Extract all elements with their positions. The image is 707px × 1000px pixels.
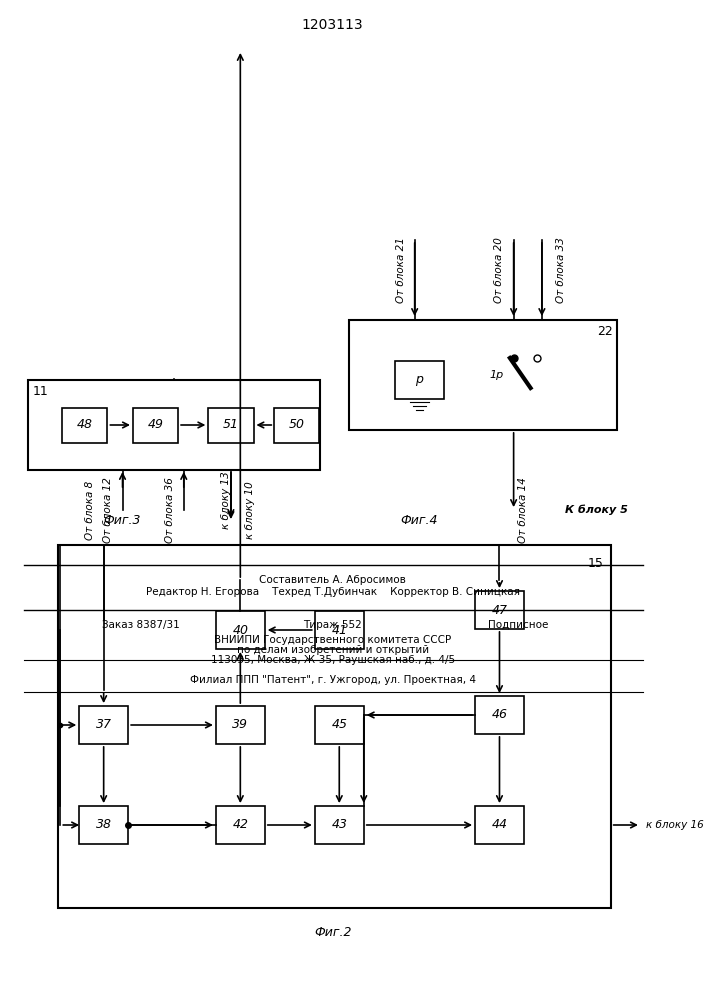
Text: Фиг.2: Фиг.2 — [314, 926, 351, 938]
Text: по делам изобретений и открытий: по делам изобретений и открытий — [237, 645, 428, 655]
Text: 42: 42 — [233, 818, 248, 832]
Text: 46: 46 — [491, 708, 508, 722]
Text: К блоку 5: К блоку 5 — [566, 505, 629, 515]
Bar — [209, 408, 254, 442]
Bar — [59, 545, 611, 908]
Bar — [216, 611, 265, 649]
Bar — [79, 806, 128, 844]
Text: 39: 39 — [233, 718, 248, 732]
Text: 43: 43 — [332, 818, 347, 832]
Text: к блоку 16: к блоку 16 — [645, 820, 703, 830]
Text: 44: 44 — [491, 818, 508, 832]
Bar — [349, 320, 617, 430]
Text: 41: 41 — [332, 624, 347, 637]
Text: ВНИИПИ Государственного комитета СССР: ВНИИПИ Государственного комитета СССР — [214, 635, 451, 645]
Text: 1203113: 1203113 — [302, 18, 363, 32]
Text: Заказ 8387/31: Заказ 8387/31 — [103, 620, 180, 630]
Bar — [62, 408, 107, 442]
Text: От блока 8: От блока 8 — [85, 480, 95, 540]
Text: От блока 20: От блока 20 — [494, 237, 505, 303]
Bar — [133, 408, 178, 442]
Text: Филиал ППП "Патент", г. Ужгород, ул. Проектная, 4: Филиал ППП "Патент", г. Ужгород, ул. Про… — [189, 675, 476, 685]
Text: От блока 33: От блока 33 — [556, 237, 566, 303]
Bar — [216, 806, 265, 844]
Text: 38: 38 — [95, 818, 112, 832]
Text: Фиг.4: Фиг.4 — [401, 514, 438, 526]
Text: к блоку 10: к блоку 10 — [245, 481, 255, 539]
Text: Тираж 552: Тираж 552 — [303, 620, 362, 630]
Text: р: р — [416, 373, 423, 386]
Text: Редактор Н. Егорова    Техред Т.Дубинчак    Корректор В. Синицкая: Редактор Н. Егорова Техред Т.Дубинчак Ко… — [146, 587, 520, 597]
Text: 45: 45 — [332, 718, 347, 732]
Bar — [475, 696, 524, 734]
Bar — [475, 591, 524, 629]
Text: 51: 51 — [223, 418, 239, 432]
Text: 48: 48 — [77, 418, 93, 432]
Text: 11: 11 — [33, 385, 49, 398]
Bar — [395, 361, 444, 399]
Text: 22: 22 — [597, 325, 612, 338]
Bar — [79, 706, 128, 744]
Text: 50: 50 — [289, 418, 305, 432]
Text: От блока 14: От блока 14 — [518, 477, 528, 543]
Text: 1р: 1р — [489, 370, 504, 380]
Text: к блоку 13: к блоку 13 — [221, 471, 231, 529]
Text: От блока 21: От блока 21 — [395, 237, 406, 303]
Text: 113035, Москва, Ж-35, Раушская наб., д. 4/5: 113035, Москва, Ж-35, Раушская наб., д. … — [211, 655, 455, 665]
Text: От блока 12: От блока 12 — [103, 477, 113, 543]
Bar — [315, 706, 364, 744]
Text: Фиг.3: Фиг.3 — [104, 514, 141, 526]
Bar — [216, 706, 265, 744]
Bar — [315, 611, 364, 649]
Text: 49: 49 — [148, 418, 163, 432]
Text: Составитель А. Абросимов: Составитель А. Абросимов — [259, 575, 406, 585]
Bar — [274, 408, 320, 442]
Text: 37: 37 — [95, 718, 112, 732]
Text: От блока 36: От блока 36 — [165, 477, 175, 543]
Text: 15: 15 — [588, 557, 603, 570]
Bar — [315, 806, 364, 844]
Text: 40: 40 — [233, 624, 248, 637]
Text: 47: 47 — [491, 603, 508, 616]
Bar — [28, 380, 320, 470]
Text: Подписное: Подписное — [488, 620, 549, 630]
Bar — [475, 806, 524, 844]
